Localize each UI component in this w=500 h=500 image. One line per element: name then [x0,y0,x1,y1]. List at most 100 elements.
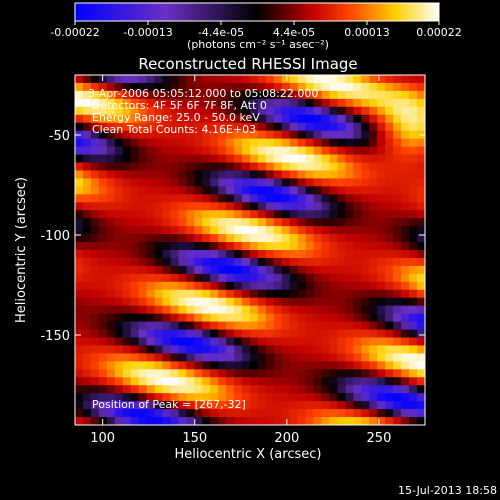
heatmap-cell [242,345,251,354]
heatmap-cell [369,265,378,275]
heatmap-cell [250,122,259,132]
heatmap-cell [242,273,251,283]
heatmap-cell [170,321,179,331]
heatmap-cell [393,226,402,235]
heatmap-cell [369,409,378,418]
heatmap-cell [353,218,362,227]
heatmap-cell [337,75,347,84]
heatmap-cell [210,194,219,203]
heatmap-cell [257,242,267,251]
y-axis-label: Heliocentric Y (arcsec) [14,177,29,323]
heatmap-cell [377,186,386,195]
heatmap-cell [138,250,148,259]
heatmap-cell [170,401,179,410]
heatmap-cell [313,393,323,402]
heatmap-cell [114,194,124,203]
heatmap-cell [226,250,235,259]
heatmap-cell [361,146,370,156]
heatmap-cell [122,297,132,307]
heatmap-cell [226,234,235,243]
heatmap-cell [146,130,156,140]
heatmap-cell [186,250,195,259]
heatmap-cell [146,226,156,235]
heatmap-cell [361,138,370,148]
heatmap-cell [257,138,267,148]
heatmap-cell [337,138,347,148]
plot-frame [74,74,426,426]
heatmap-cell [305,289,315,299]
heatmap-cell [289,170,299,179]
heatmap-cell [114,242,124,251]
heatmap-cell [353,146,362,156]
heatmap-cell [250,90,259,100]
heatmap-cell [226,377,235,386]
heatmap-cell [202,154,211,164]
heatmap-cell [337,361,347,370]
heatmap-cell [170,242,179,251]
heatmap-cell [409,385,418,394]
heatmap-cell [186,417,195,425]
heatmap-cell [409,321,418,331]
heatmap-cell [313,170,323,179]
heatmap-cell [122,162,132,172]
heatmap-cell [273,90,283,100]
heatmap-cell [313,265,323,275]
heatmap-cell [417,361,425,370]
heatmap-cell [210,377,219,386]
heatmap-cell [75,226,84,235]
heatmap-cell [210,409,219,418]
heatmap-cell [393,186,402,195]
heatmap-cell [178,242,187,251]
heatmap-cell [186,194,195,203]
heatmap-cell [321,154,331,164]
heatmap-cell [114,130,124,140]
heatmap-cell [194,82,203,92]
heatmap-cell [257,369,267,378]
heatmap-cell [186,409,195,418]
heatmap-cell [305,305,315,315]
heatmap-cell [393,361,402,370]
heatmap-cell [353,337,362,347]
heatmap-cell [122,393,132,402]
heatmap-cell [242,75,251,84]
heatmap-cell [305,369,315,378]
heatmap-cell [202,377,211,386]
annotation-time: 3-Apr-2006 05:05:12.000 to 05:08:22.000 [88,87,318,100]
heatmap-cell [178,337,187,347]
heatmap-cell [409,289,418,299]
heatmap-cell [130,106,140,116]
heatmap-cell [202,289,211,299]
heatmap-cell [114,345,124,354]
heatmap-cell [122,409,132,418]
heatmap-cell [82,393,92,402]
heatmap-cell [257,321,267,331]
heatmap-cell [170,186,179,195]
heatmap-cell [313,417,323,425]
heatmap-cell [409,329,418,339]
heatmap-cell [409,226,418,235]
heatmap-cell [321,106,331,116]
heatmap-cell [297,353,307,362]
heatmap-cell [401,162,410,172]
heatmap-cell [106,417,116,425]
heatmap-cell [178,369,187,378]
heatmap-cell [186,218,195,227]
heatmap-cell [321,138,331,148]
heatmap-cell [250,297,259,307]
heatmap-cell [329,345,339,354]
heatmap-cell [250,353,259,362]
heatmap-cell [114,218,124,227]
heatmap-cell [409,337,418,347]
heatmap-cell [218,210,227,219]
heatmap-cell [281,75,291,84]
heatmap-cell [186,353,195,362]
heatmap-cell [289,417,299,425]
heatmap-cell [194,281,203,291]
heatmap-cell [417,194,425,203]
heatmap-cell [178,218,187,227]
heatmap-cell [345,242,354,251]
heatmap-cell [281,345,291,354]
heatmap-cell [417,170,425,179]
heatmap-cell [218,170,227,179]
heatmap-cell [122,170,132,179]
